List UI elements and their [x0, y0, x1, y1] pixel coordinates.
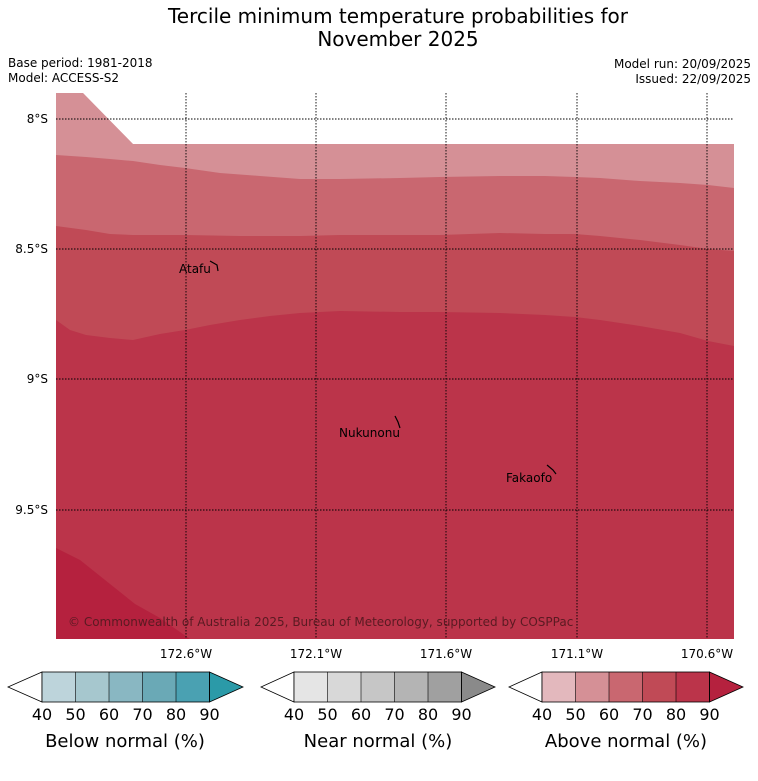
lon-label-172-6: 172.6°W — [160, 647, 212, 661]
legend-near-bin-5 — [428, 672, 462, 702]
place-labels: Atafu Nukunonu Fakaofo — [179, 262, 552, 485]
base-period: Base period: 1981-2018 — [8, 56, 153, 70]
legend-near-bin-1 — [294, 672, 328, 702]
legend-below-bin-1 — [42, 672, 76, 702]
band-50 — [56, 93, 734, 188]
legend-near-bin-4 — [394, 672, 428, 702]
lat-label-9-5: 9.5°S — [15, 503, 48, 517]
band-90 — [56, 548, 190, 639]
legend-near-title: Near normal (%) — [304, 731, 453, 752]
legend-near-upper-extend — [461, 671, 496, 703]
legend-above-tick-90: 90 — [699, 705, 719, 724]
legend-above-bin-2 — [575, 672, 609, 702]
lon-label-171-6: 171.6°W — [420, 647, 472, 661]
legend-below-lower-extend — [7, 671, 43, 703]
legend-above-tick-50: 50 — [565, 705, 585, 724]
legend-above-title: Above normal (%) — [545, 731, 707, 752]
atafu-outline — [209, 260, 219, 272]
legend-near-tick-50: 50 — [317, 705, 337, 724]
legend-below-tick-80: 80 — [166, 705, 186, 724]
legend-above-bin-5 — [676, 672, 710, 702]
legend-near-tick-80: 80 — [418, 705, 438, 724]
legend-below-tick-60: 60 — [99, 705, 119, 724]
atolls — [209, 260, 557, 475]
legend-near-tick-90: 90 — [451, 705, 471, 724]
lat-label-8-5: 8.5°S — [15, 242, 48, 256]
model-run: Model run: 20/09/2025 — [613, 57, 751, 71]
legend-below-upper-extend — [209, 671, 244, 703]
legend-near-tick-40: 40 — [284, 705, 304, 724]
copyright-notice: © Commonwealth of Australia 2025, Bureau… — [68, 615, 573, 629]
place-label-fakaofo: Fakaofo — [506, 471, 552, 485]
place-label-nukunonu: Nukunonu — [339, 426, 400, 440]
legend-above-upper-extend — [709, 671, 744, 703]
legend-near-frame — [293, 671, 462, 703]
legend-above-tick-80: 80 — [666, 705, 686, 724]
legend-above-frame — [541, 671, 710, 703]
lon-label-171-1: 171.1°W — [551, 647, 603, 661]
probability-map — [56, 93, 734, 639]
model-name: Model: ACCESS-S2 — [8, 71, 120, 85]
legend-above-tick-40: 40 — [532, 705, 552, 724]
legend-below-bin-3 — [109, 672, 143, 702]
legend-near-bin-3 — [361, 672, 395, 702]
legend-below-title: Below normal (%) — [45, 731, 205, 752]
legend-near-bin-2 — [327, 672, 361, 702]
legend-above-lower-extend — [508, 671, 543, 703]
lat-labels: 8°S 8.5°S 9°S 9.5°S — [15, 112, 48, 517]
nukunonu-outline — [394, 415, 401, 429]
legend-above-tick-70: 70 — [632, 705, 652, 724]
lon-labels: 172.6°W 172.1°W 171.6°W 171.1°W 170.6°W — [160, 647, 733, 661]
legend-above-bin-3 — [609, 672, 643, 702]
legend-below-bin-4 — [142, 672, 176, 702]
legend-below-normal: 40 50 60 70 80 90 Below normal (%) — [7, 671, 244, 752]
legend-near-lower-extend — [260, 671, 295, 703]
lat-label-9: 9°S — [27, 372, 48, 386]
legend-above-bin-4 — [642, 672, 676, 702]
legend-below-frame — [41, 671, 210, 703]
lon-label-170-6: 170.6°W — [681, 647, 733, 661]
legend-below-bin-5 — [176, 672, 210, 702]
legend-near-tick-60: 60 — [351, 705, 371, 724]
issued-date: Issued: 22/09/2025 — [635, 72, 751, 86]
title-line-1: Tercile minimum temperature probabilitie… — [167, 4, 629, 28]
fakaofo-outline — [546, 464, 557, 475]
legend-above-tick-60: 60 — [599, 705, 619, 724]
legend-near-normal: 40 50 60 70 80 90 Near normal (%) — [260, 671, 496, 752]
graticule — [56, 93, 734, 639]
meta-right: Model run: 20/09/2025 Issued: 22/09/2025 — [614, 57, 751, 87]
legend-below-tick-90: 90 — [199, 705, 219, 724]
no-data-region — [83, 93, 734, 144]
legend-near-tick-70: 70 — [384, 705, 404, 724]
legend-below-tick-50: 50 — [65, 705, 85, 724]
place-label-atafu: Atafu — [179, 262, 211, 276]
legend-below-tick-70: 70 — [132, 705, 152, 724]
legend-above-bin-1 — [542, 672, 576, 702]
legend-above-normal: 40 50 60 70 80 90 Above normal (%) — [508, 671, 744, 752]
title-line-2: November 2025 — [317, 27, 479, 51]
legend-below-bin-2 — [75, 672, 109, 702]
meta-left: Base period: 1981-2018 Model: ACCESS-S2 — [8, 56, 153, 86]
legend-below-tick-40: 40 — [32, 705, 52, 724]
lon-label-172-1: 172.1°W — [290, 647, 342, 661]
lat-label-8: 8°S — [27, 112, 48, 126]
